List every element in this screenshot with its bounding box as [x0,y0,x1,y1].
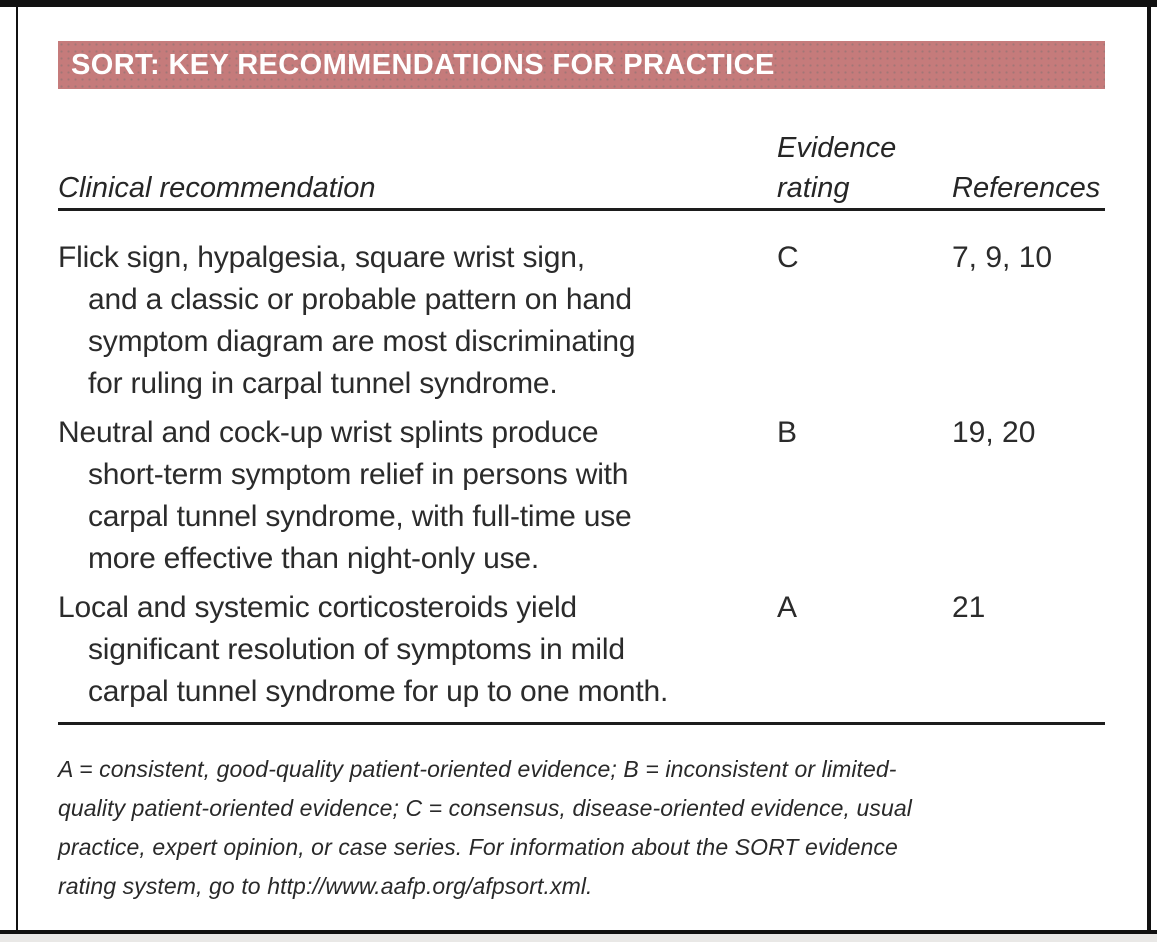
footnote-text: A = consistent, good-quality patient-ori… [58,756,912,899]
recommendation-text: Local and systemic corticosteroids yield… [58,591,669,708]
table-body: Flick sign, hypalgesia, square wrist sig… [58,237,1105,720]
evidence-rating-value: C [777,241,799,274]
table-title: SORT: KEY RECOMMENDATIONS FOR PRACTICE [71,48,775,81]
recommendation-text: Neutral and cock-up wrist splints produc… [58,416,632,575]
footer-rule [58,722,1105,725]
recommendation-text: Flick sign, hypalgesia, square wrist sig… [58,241,636,400]
column-header-row: Clinical recommendation Evidence rating … [58,118,1105,208]
header-rule [58,208,1105,211]
references-value: 21 [952,591,986,624]
frame-top-rule [0,0,1157,7]
frame-right-rule [1147,7,1151,930]
table-row: Flick sign, hypalgesia, square wrist sig… [58,237,1105,405]
evidence-rating-value: A [777,591,798,624]
references-value: 7, 9, 10 [952,241,1053,274]
table-row: Local and systemic corticosteroids yield… [58,587,1105,713]
table-row: Neutral and cock-up wrist splints produc… [58,412,1105,580]
frame-bottom-rule [0,930,1157,934]
frame-left-rule [16,7,18,930]
page-edge-strip [0,934,1157,942]
column-header-clinical-recommendation: Clinical recommendation [58,172,376,204]
column-header-evidence-rating: Evidence rating [777,132,897,204]
table-title-bar: SORT: KEY RECOMMENDATIONS FOR PRACTICE [58,41,1105,89]
evidence-rating-value: B [777,416,798,449]
references-value: 19, 20 [952,416,1036,449]
column-header-references: References [952,172,1101,204]
